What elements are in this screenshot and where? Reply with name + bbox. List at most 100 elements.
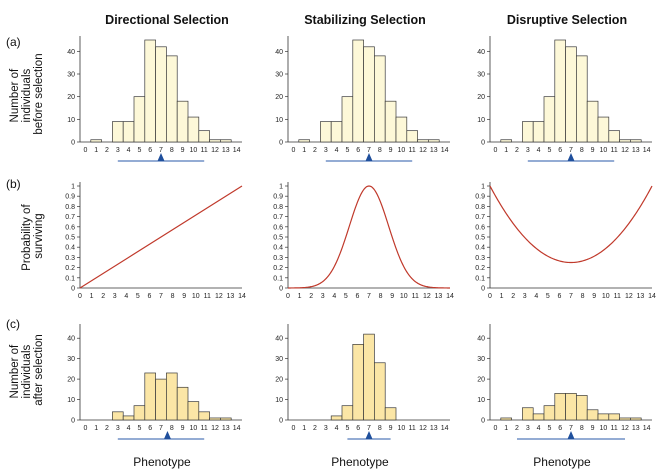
x-tick-label: 1 xyxy=(504,147,508,154)
y-tick-label: 20 xyxy=(477,377,485,384)
y-tick-label: 40 xyxy=(477,49,485,56)
y-tick-label: 10 xyxy=(477,397,485,404)
bar xyxy=(586,409,599,421)
x-tick-label: 1 xyxy=(504,425,508,432)
y-tick-label: 10 xyxy=(477,117,485,124)
bar xyxy=(330,121,343,143)
y-tick-label: 0.6 xyxy=(65,224,75,231)
x-tick-label: 10 xyxy=(398,147,406,154)
y-tick-label: 0 xyxy=(71,418,75,425)
x-tick-label: 8 xyxy=(378,147,382,154)
y-tick-label: 40 xyxy=(477,336,485,343)
y-tick-label: 0 xyxy=(481,140,485,147)
x-tick-label: 14 xyxy=(643,147,651,154)
x-tick-label: 2 xyxy=(515,147,519,154)
survival-curve xyxy=(489,185,653,264)
y-tick-label: 40 xyxy=(275,49,283,56)
x-tick-label: 3 xyxy=(321,293,325,300)
bar xyxy=(341,96,354,143)
bar xyxy=(166,372,178,421)
bar xyxy=(220,139,232,143)
y-tick-label: 1 xyxy=(279,184,283,191)
x-tick-label: 8 xyxy=(580,147,584,154)
x-tick-label: 3 xyxy=(116,147,120,154)
x-tick-label: 13 xyxy=(430,147,438,154)
x-tick-label: 14 xyxy=(446,293,454,300)
x-tick-label: 3 xyxy=(523,293,527,300)
bar xyxy=(363,333,375,421)
y-tick-label: 0.8 xyxy=(475,204,485,211)
column-title-directional: Directional Selection xyxy=(105,13,229,27)
bar xyxy=(565,393,577,421)
row-label-b: (b) xyxy=(6,177,21,191)
x-tick-label: 3 xyxy=(113,293,117,300)
x-tick-label: 12 xyxy=(621,425,629,432)
bar xyxy=(532,121,545,143)
x-tick-label: 2 xyxy=(511,293,515,300)
x-tick-label: 4 xyxy=(537,147,541,154)
x-tick-label: 2 xyxy=(105,147,109,154)
ylabel-after: Number of individuals after selection xyxy=(9,334,45,406)
mean-marker-icon xyxy=(157,153,165,161)
bar xyxy=(543,96,556,143)
x-tick-label: 11 xyxy=(409,147,416,154)
x-tick-label: 9 xyxy=(182,293,186,300)
x-tick-label: 9 xyxy=(591,147,595,154)
bar xyxy=(522,121,534,143)
bar xyxy=(220,417,232,421)
xlabel-stabilizing: Phenotype xyxy=(331,455,389,469)
x-tick-label: 7 xyxy=(367,425,371,432)
bar xyxy=(133,96,146,143)
bar xyxy=(112,411,124,421)
y-tick-label: 30 xyxy=(67,72,75,79)
bar xyxy=(133,405,146,421)
panel-prob-2: 00.10.20.30.40.50.60.70.80.910 1 2 3 4 5 6 7 8 9 1… xyxy=(475,182,656,300)
x-tick-label: 11 xyxy=(412,293,419,300)
x-tick-label: 10 xyxy=(400,293,408,300)
x-tick-label: 11 xyxy=(204,293,211,300)
y-tick-label: 0.9 xyxy=(475,194,485,201)
y-tick-label: 10 xyxy=(275,117,283,124)
ylabel-prob-line2: surviving xyxy=(33,213,45,258)
mean-marker-icon xyxy=(567,153,575,161)
x-tick-label: 0 xyxy=(493,425,497,432)
x-tick-label: 9 xyxy=(390,293,394,300)
y-tick-label: 0.9 xyxy=(65,194,75,201)
y-tick-label: 0.5 xyxy=(475,235,485,242)
x-tick-label: 4 xyxy=(534,293,538,300)
y-tick-label: 0.9 xyxy=(273,194,283,201)
x-tick-label: 11 xyxy=(614,293,621,300)
x-tick-label: 4 xyxy=(335,147,339,154)
survival-curve xyxy=(79,185,243,289)
mean-marker-icon xyxy=(365,431,373,439)
row-label-c: (c) xyxy=(6,317,20,331)
xlabel-directional: Phenotype xyxy=(133,455,191,469)
x-tick-label: 12 xyxy=(215,293,223,300)
x-tick-label: 14 xyxy=(233,147,241,154)
bar xyxy=(374,55,386,143)
bar xyxy=(209,139,221,143)
bar xyxy=(608,413,620,421)
bar xyxy=(341,405,354,421)
x-tick-label: 7 xyxy=(367,147,371,154)
bar xyxy=(500,139,512,143)
x-tick-label: 5 xyxy=(546,293,550,300)
y-tick-label: 0 xyxy=(279,140,283,147)
y-tick-label: 0.3 xyxy=(475,255,485,262)
bar xyxy=(122,121,135,143)
y-tick-label: 30 xyxy=(275,72,283,79)
y-tick-label: 0.2 xyxy=(475,265,485,272)
y-tick-label: 0.4 xyxy=(273,245,283,252)
x-tick-label: 2 xyxy=(313,147,317,154)
y-tick-label: 0.4 xyxy=(475,245,485,252)
x-tick-label: 13 xyxy=(430,425,438,432)
x-tick-label: 2 xyxy=(101,293,105,300)
bar xyxy=(198,411,210,421)
x-tick-label: 0 xyxy=(291,425,295,432)
y-tick-label: 0 xyxy=(481,418,485,425)
y-tick-label: 0.7 xyxy=(65,214,75,221)
survival-curve xyxy=(287,185,451,289)
x-tick-label: 5 xyxy=(547,147,551,154)
x-tick-label: 10 xyxy=(600,147,608,154)
